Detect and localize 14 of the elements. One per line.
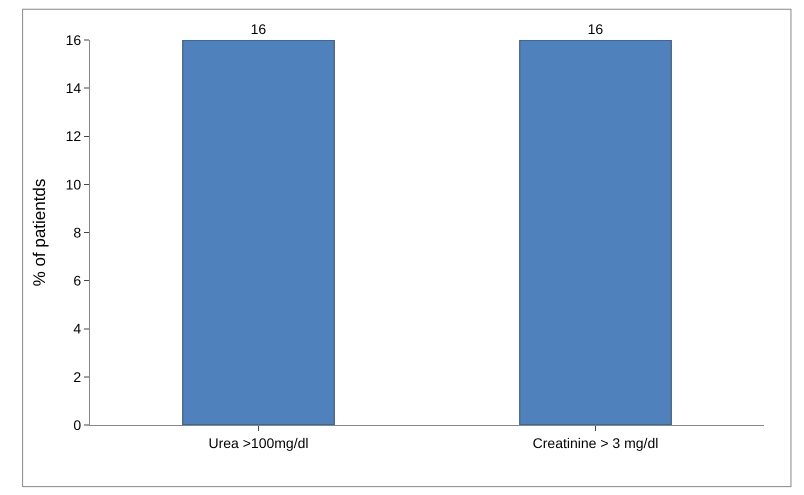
data-label: 16 — [250, 21, 266, 37]
y-tick-label: 8 — [73, 224, 82, 240]
x-tick-label: Creatinine > 3 mg/dl — [532, 434, 658, 451]
x-tick-label: Urea >100mg/dl — [208, 434, 309, 451]
y-tick-label: 10 — [66, 176, 82, 192]
y-tick-label: 0 — [73, 416, 82, 433]
y-tick-label: 4 — [73, 320, 82, 337]
y-tick-label: 2 — [73, 368, 82, 385]
y-tick-label: 12 — [66, 128, 82, 144]
y-tick-label: 14 — [66, 80, 82, 96]
y-tick-label: 6 — [73, 272, 82, 289]
y-tick-label: 16 — [66, 32, 82, 48]
data-label: 16 — [588, 21, 604, 37]
y-axis-title: % of patientds — [30, 178, 50, 286]
